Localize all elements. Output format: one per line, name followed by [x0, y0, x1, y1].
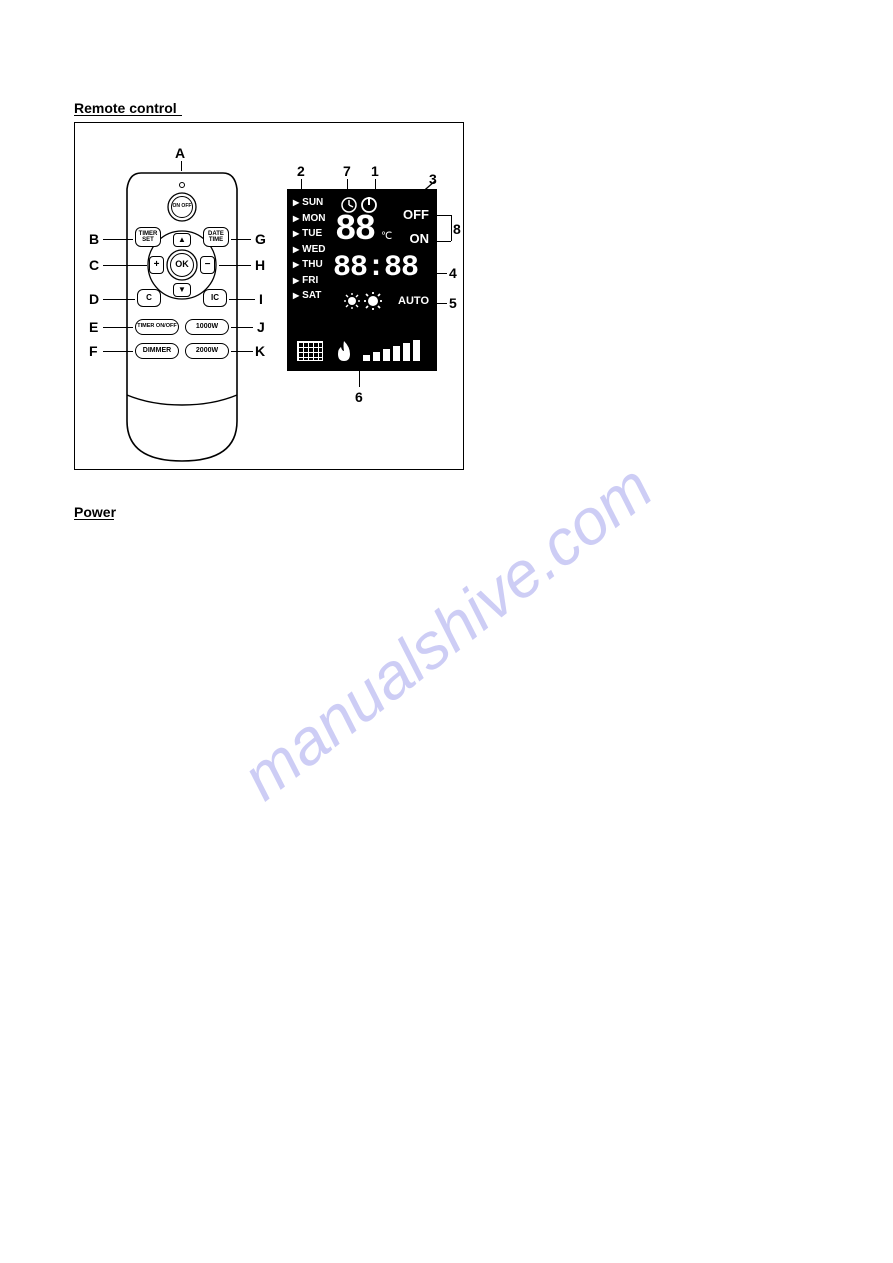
callout-i: I	[259, 291, 263, 307]
remote-button-dimmer: DIMMER	[135, 343, 179, 359]
display-time-digits: 88:88	[333, 251, 418, 285]
remote-button-timer-onoff: TIMER ON/OFF	[135, 319, 179, 335]
day-wed: WED	[302, 244, 325, 255]
remote-button-date-time: DATE TIME	[203, 227, 229, 247]
callout-a: A	[175, 145, 185, 161]
callout-c: C	[89, 257, 99, 273]
callout-4: 4	[449, 265, 457, 281]
display-days-column: ▶SUN ▶MON ▶TUE ▶WED ▶THU ▶FRI ▶SAT	[293, 195, 326, 304]
callout-g: G	[255, 231, 266, 247]
day-mon: MON	[302, 213, 325, 224]
lcd-display-illustration: ▶SUN ▶MON ▶TUE ▶WED ▶THU ▶FRI ▶SAT OFF O…	[287, 189, 437, 371]
watermark-text: manualshive.com	[228, 449, 666, 814]
diagram-container: ON OFF TIMER SET DATE TIME OK ▲ ▼ + − C …	[74, 122, 464, 470]
display-auto-label: AUTO	[398, 295, 429, 307]
callout-7: 7	[343, 163, 351, 179]
callout-2: 2	[297, 163, 305, 179]
remote-button-2000w: 2000W	[185, 343, 229, 359]
level-bars	[363, 340, 420, 361]
remote-button-onoff: ON OFF	[171, 196, 193, 218]
display-temp-digits: 88	[335, 209, 374, 250]
day-fri: FRI	[302, 275, 318, 286]
callout-e: E	[89, 319, 98, 335]
day-tue: TUE	[302, 228, 322, 239]
day-thu: THU	[302, 259, 323, 270]
section-title-power: Power	[74, 504, 114, 520]
callout-1: 1	[371, 163, 379, 179]
callout-f: F	[89, 343, 98, 359]
callout-d: D	[89, 291, 99, 307]
callout-h: H	[255, 257, 265, 273]
callout-6: 6	[355, 389, 363, 405]
callout-8: 8	[453, 221, 461, 237]
remote-button-ok: OK	[170, 253, 194, 277]
callout-j: J	[257, 319, 265, 335]
callout-k: K	[255, 343, 265, 359]
display-temp-unit: ℃	[381, 231, 392, 242]
flame-icon	[333, 339, 355, 363]
remote-button-minus: −	[200, 256, 215, 274]
day-sat: SAT	[302, 290, 321, 301]
section-title-remote: Remote control	[74, 100, 182, 116]
remote-button-ic: IC	[203, 289, 227, 307]
display-off-label: OFF	[403, 207, 429, 222]
remote-button-down: ▼	[173, 283, 191, 297]
remote-button-c: C	[137, 289, 161, 307]
day-sun: SUN	[302, 197, 323, 208]
grille-icon	[297, 341, 323, 361]
remote-control-illustration: ON OFF TIMER SET DATE TIME OK ▲ ▼ + − C …	[121, 171, 243, 463]
heat-level-icons	[343, 291, 383, 311]
callout-b: B	[89, 231, 99, 247]
display-on-label: ON	[410, 231, 430, 246]
remote-button-1000w: 1000W	[185, 319, 229, 335]
remote-button-timer-set: TIMER SET	[135, 227, 161, 247]
callout-5: 5	[449, 295, 457, 311]
remote-button-up: ▲	[173, 233, 191, 247]
remote-button-plus: +	[149, 256, 164, 274]
